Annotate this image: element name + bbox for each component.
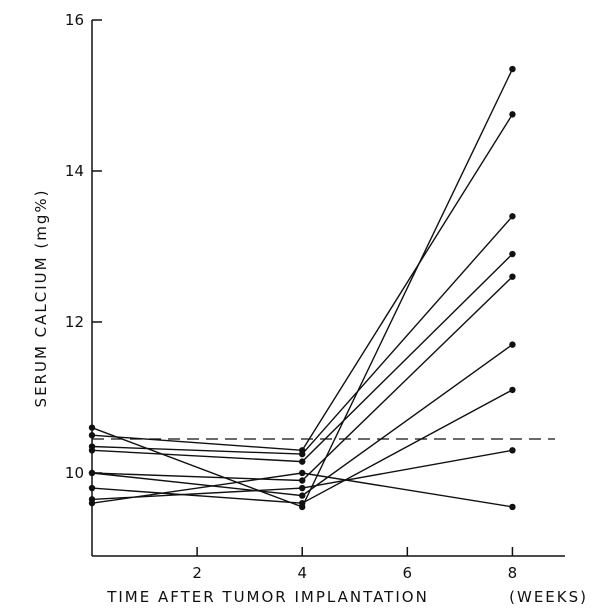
data-point xyxy=(299,469,306,477)
data-point xyxy=(299,450,306,458)
data-point xyxy=(88,484,96,492)
y-tick-label: 12 xyxy=(65,313,84,331)
x-tick-label: 6 xyxy=(403,564,413,582)
data-point xyxy=(88,432,96,439)
data-point xyxy=(299,477,306,484)
data-point xyxy=(509,341,516,348)
data-point xyxy=(88,499,96,507)
data-point xyxy=(509,447,516,454)
data-point xyxy=(509,386,516,394)
x-axis-title: TIME AFTER TUMOR IMPLANTATION xyxy=(106,588,429,606)
data-point xyxy=(509,213,516,220)
x-tick-label: 4 xyxy=(297,564,307,582)
data-point xyxy=(509,111,516,118)
y-tick-label: 10 xyxy=(65,464,84,482)
data-point xyxy=(88,469,96,477)
data-point xyxy=(299,492,306,499)
series-group xyxy=(88,65,516,511)
x-axis-unit-label: (WEEKS) xyxy=(509,588,588,606)
data-point xyxy=(509,503,516,511)
labels-group: 10 12 14 16 2 4 6 8 SERUM CALCIUM (mg%) TIME AFTE… xyxy=(32,11,588,606)
data-point xyxy=(299,458,306,465)
data-point xyxy=(509,250,516,258)
axes xyxy=(91,19,565,557)
y-tick-label: 16 xyxy=(65,11,84,29)
data-point xyxy=(88,424,96,431)
y-tick-label: 14 xyxy=(65,162,84,180)
data-point xyxy=(88,447,96,454)
data-point xyxy=(509,273,516,280)
data-point xyxy=(509,65,516,73)
x-tick-label: 2 xyxy=(192,564,202,582)
data-point xyxy=(299,484,306,492)
series-line-3 xyxy=(91,215,513,455)
y-axis-title: SERUM CALCIUM (mg%) xyxy=(32,189,50,408)
x-tick-label: 8 xyxy=(508,564,518,582)
data-point xyxy=(299,499,306,507)
series-line-2 xyxy=(91,114,513,452)
series-line-4 xyxy=(91,253,513,463)
